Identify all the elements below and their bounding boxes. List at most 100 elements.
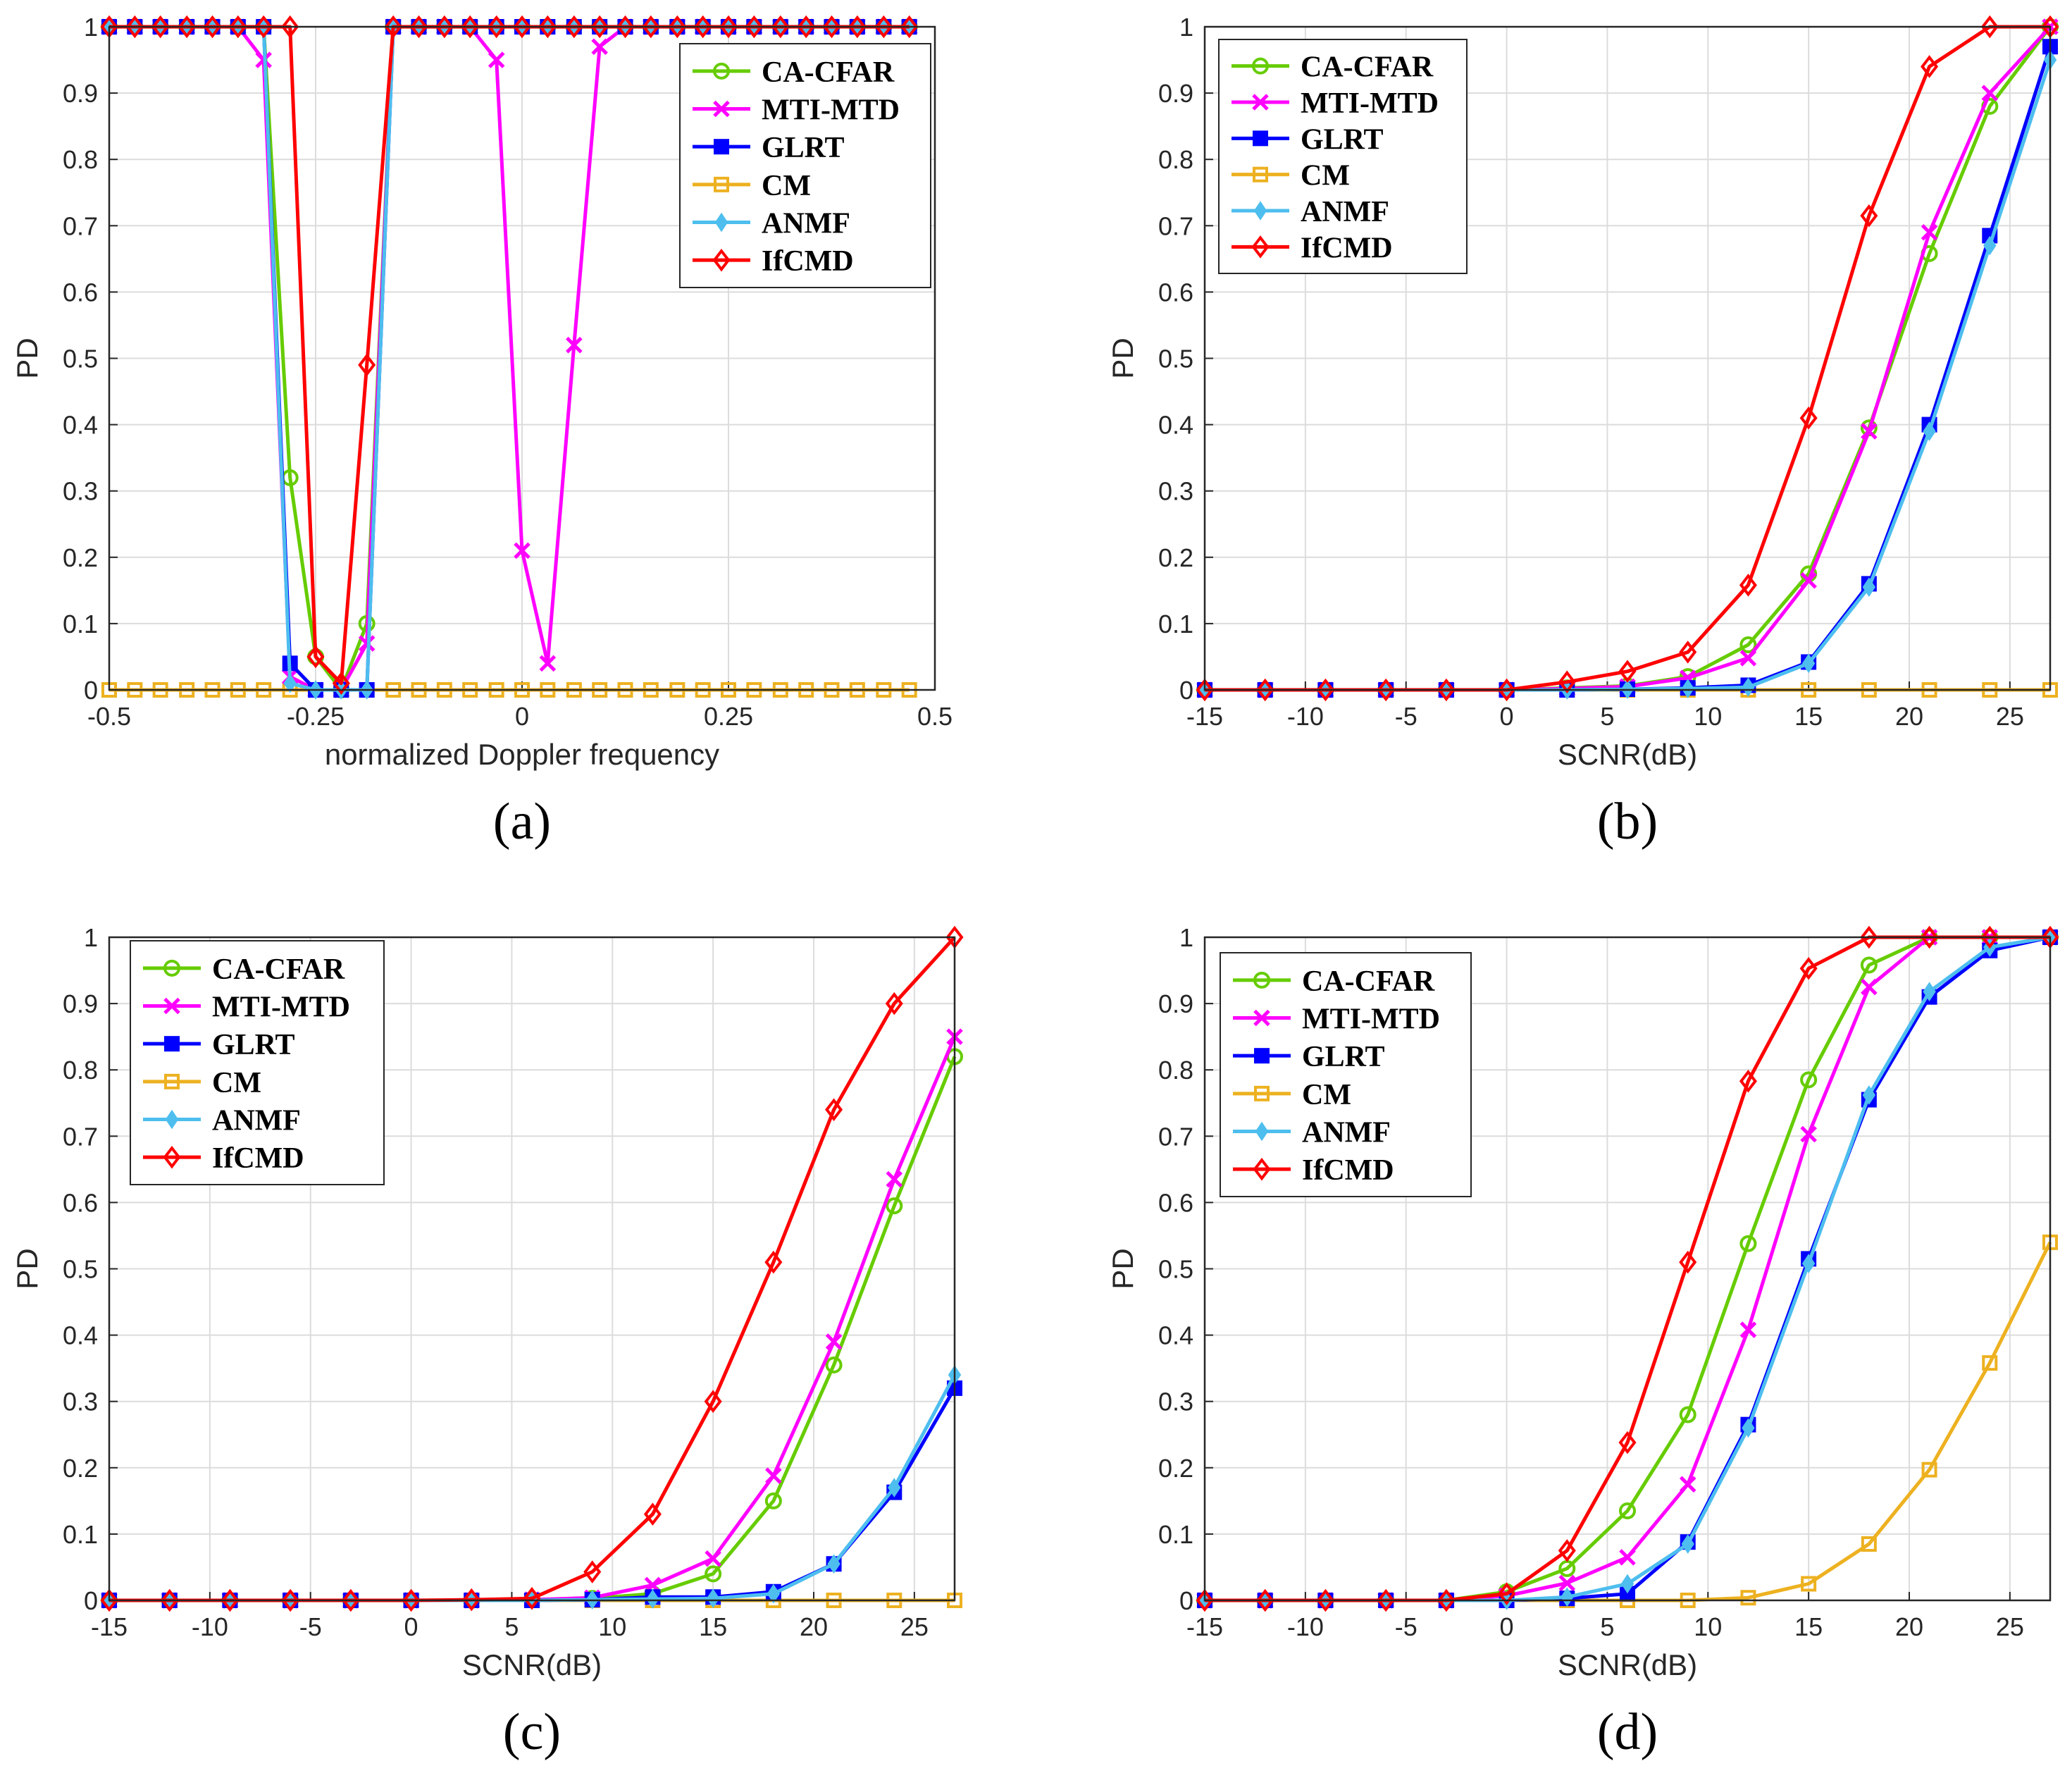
legend-marker (714, 212, 728, 233)
x-tick-label: 10 (598, 1612, 626, 1641)
y-tick-label: 0.3 (1158, 477, 1193, 506)
data-point (566, 336, 583, 354)
panel-label: (d) (1597, 1703, 1658, 1761)
legend-marker (1254, 1048, 1270, 1064)
y-tick-label: 0.7 (1158, 1122, 1193, 1151)
data-point (1437, 678, 1456, 702)
x-tick-label: -5 (1395, 702, 1417, 731)
legend-label: IfCMD (212, 1142, 304, 1175)
x-tick-label: -5 (1395, 1612, 1417, 1641)
y-tick-label: 0.1 (63, 1520, 98, 1549)
x-tick-label: 25 (1996, 702, 2024, 731)
data-point (885, 992, 903, 1015)
y-tick-label: 0.3 (1158, 1388, 1193, 1416)
data-point (221, 1588, 239, 1612)
legend-box (1218, 39, 1468, 274)
x-tick-label: 10 (1694, 1612, 1722, 1641)
data-point (1377, 1588, 1395, 1612)
legend-box (130, 940, 385, 1185)
y-tick-label: 0 (84, 1586, 98, 1615)
x-tick-label: -15 (1186, 1612, 1223, 1641)
data-point (1256, 678, 1274, 702)
chart-panel-b: -15 -10 -5 0 5 10 15 20 25 0 0.1 0.2 0.3 0.4 0.5 0.6 0.7… (1106, 13, 2059, 851)
y-tick-label: 0.8 (1158, 1056, 1193, 1085)
data-point (1316, 678, 1334, 702)
x-tick-label: -10 (1287, 702, 1324, 731)
data-point (1558, 670, 1576, 693)
data-point (1800, 1125, 1817, 1143)
data-point (1498, 678, 1516, 702)
legend: CA-CFAR MTI-MTD GLRT CM ANMF IfCMD (1220, 952, 1472, 1197)
data-point (900, 15, 919, 39)
y-tick-label: 0.9 (1158, 79, 1193, 108)
data-point (1679, 1476, 1696, 1493)
data-point (642, 15, 660, 39)
data-point (1498, 1582, 1516, 1605)
data-point (1799, 956, 1818, 980)
legend-label: ANMF (1302, 1117, 1391, 1149)
chart-panel-a: -0.5 -0.25 0 0.25 0.5 0 0.1 0.2 0.3 0.4 0.5 0.6 0.7 0… (11, 13, 953, 851)
x-tick-label: 0 (515, 702, 529, 731)
data-point (513, 15, 531, 39)
legend-marker (713, 62, 730, 80)
data-point (1861, 423, 1878, 440)
data-point (1739, 1235, 1757, 1252)
x-tick-label: -10 (192, 1612, 228, 1641)
data-point (616, 15, 635, 39)
legend-marker (163, 997, 180, 1015)
panel-label: (a) (493, 793, 551, 851)
legend-marker (1253, 1157, 1271, 1181)
data-point (825, 1356, 843, 1373)
data-point (771, 15, 790, 39)
y-axis-label: PD (11, 338, 44, 378)
data-point (643, 1502, 662, 1526)
legend-label: CA-CFAR (762, 56, 895, 89)
data-point (229, 15, 247, 39)
y-tick-label: 0.2 (1158, 543, 1193, 572)
panel-label: (b) (1597, 793, 1658, 851)
y-axis-label: PD (11, 1248, 44, 1289)
y-tick-label: 1 (1179, 13, 1193, 42)
legend: CA-CFAR MTI-MTD GLRT CM ANMF IfCMD (679, 43, 931, 288)
data-point (1196, 678, 1214, 702)
data-point (1981, 85, 1999, 101)
y-tick-label: 0.4 (1158, 1321, 1193, 1350)
x-tick-label: -0.5 (87, 702, 131, 731)
data-point (384, 15, 402, 39)
data-point (306, 645, 325, 669)
data-point (583, 1560, 602, 1583)
legend-label: MTI-MTD (1302, 1003, 1440, 1036)
data-point (1619, 1549, 1636, 1566)
x-tick-label: 0 (1500, 1612, 1514, 1641)
data-point (1558, 1539, 1576, 1562)
x-tick-label: 15 (1794, 1612, 1823, 1641)
data-point (1437, 1588, 1456, 1612)
data-point (1679, 1250, 1697, 1274)
data-point (125, 15, 144, 39)
y-tick-label: 0.4 (63, 411, 98, 440)
x-tick-label: -0.25 (287, 702, 345, 731)
data-point (100, 1588, 118, 1612)
data-point (1742, 677, 1755, 698)
data-point (342, 1588, 360, 1612)
data-point (825, 1098, 843, 1121)
data-point (1742, 1418, 1755, 1438)
y-tick-label: 0.5 (1158, 345, 1193, 373)
data-point (822, 15, 841, 39)
data-point (764, 1492, 782, 1509)
data-point (767, 1583, 781, 1604)
data-point (646, 1589, 659, 1609)
axes-frame (108, 25, 936, 691)
legend-box (1220, 952, 1472, 1197)
legend-label: ANMF (762, 208, 850, 240)
data-point (668, 15, 686, 39)
data-point (203, 15, 222, 39)
data-point (825, 1333, 843, 1350)
y-tick-label: 1 (84, 923, 98, 952)
legend-marker (164, 1073, 180, 1089)
x-tick-label: 20 (1895, 1612, 1923, 1641)
legend-label: GLRT (762, 132, 845, 164)
data-point (1860, 956, 1878, 974)
legend-label: CA-CFAR (212, 953, 345, 986)
data-point (1739, 650, 1757, 667)
